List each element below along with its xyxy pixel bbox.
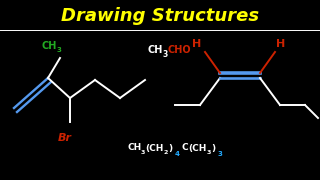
Text: 3: 3 <box>57 47 62 53</box>
Text: (CH: (CH <box>145 143 164 152</box>
Text: Drawing Structures: Drawing Structures <box>61 7 259 25</box>
Text: H: H <box>192 39 202 49</box>
Text: H: H <box>276 39 286 49</box>
Text: 3: 3 <box>218 151 223 157</box>
Text: (CH: (CH <box>188 143 206 152</box>
Text: CHO: CHO <box>167 45 191 55</box>
Text: 4: 4 <box>175 151 180 157</box>
Text: 2: 2 <box>164 150 168 154</box>
Text: CH: CH <box>148 45 164 55</box>
Text: 3: 3 <box>163 50 168 59</box>
Text: ): ) <box>211 143 215 152</box>
Text: 3: 3 <box>207 150 212 154</box>
Text: CH: CH <box>42 41 57 51</box>
Text: 3: 3 <box>141 150 145 154</box>
Text: ): ) <box>168 143 172 152</box>
Text: C: C <box>181 143 188 152</box>
Text: Br: Br <box>58 133 72 143</box>
Text: CH: CH <box>128 143 142 152</box>
